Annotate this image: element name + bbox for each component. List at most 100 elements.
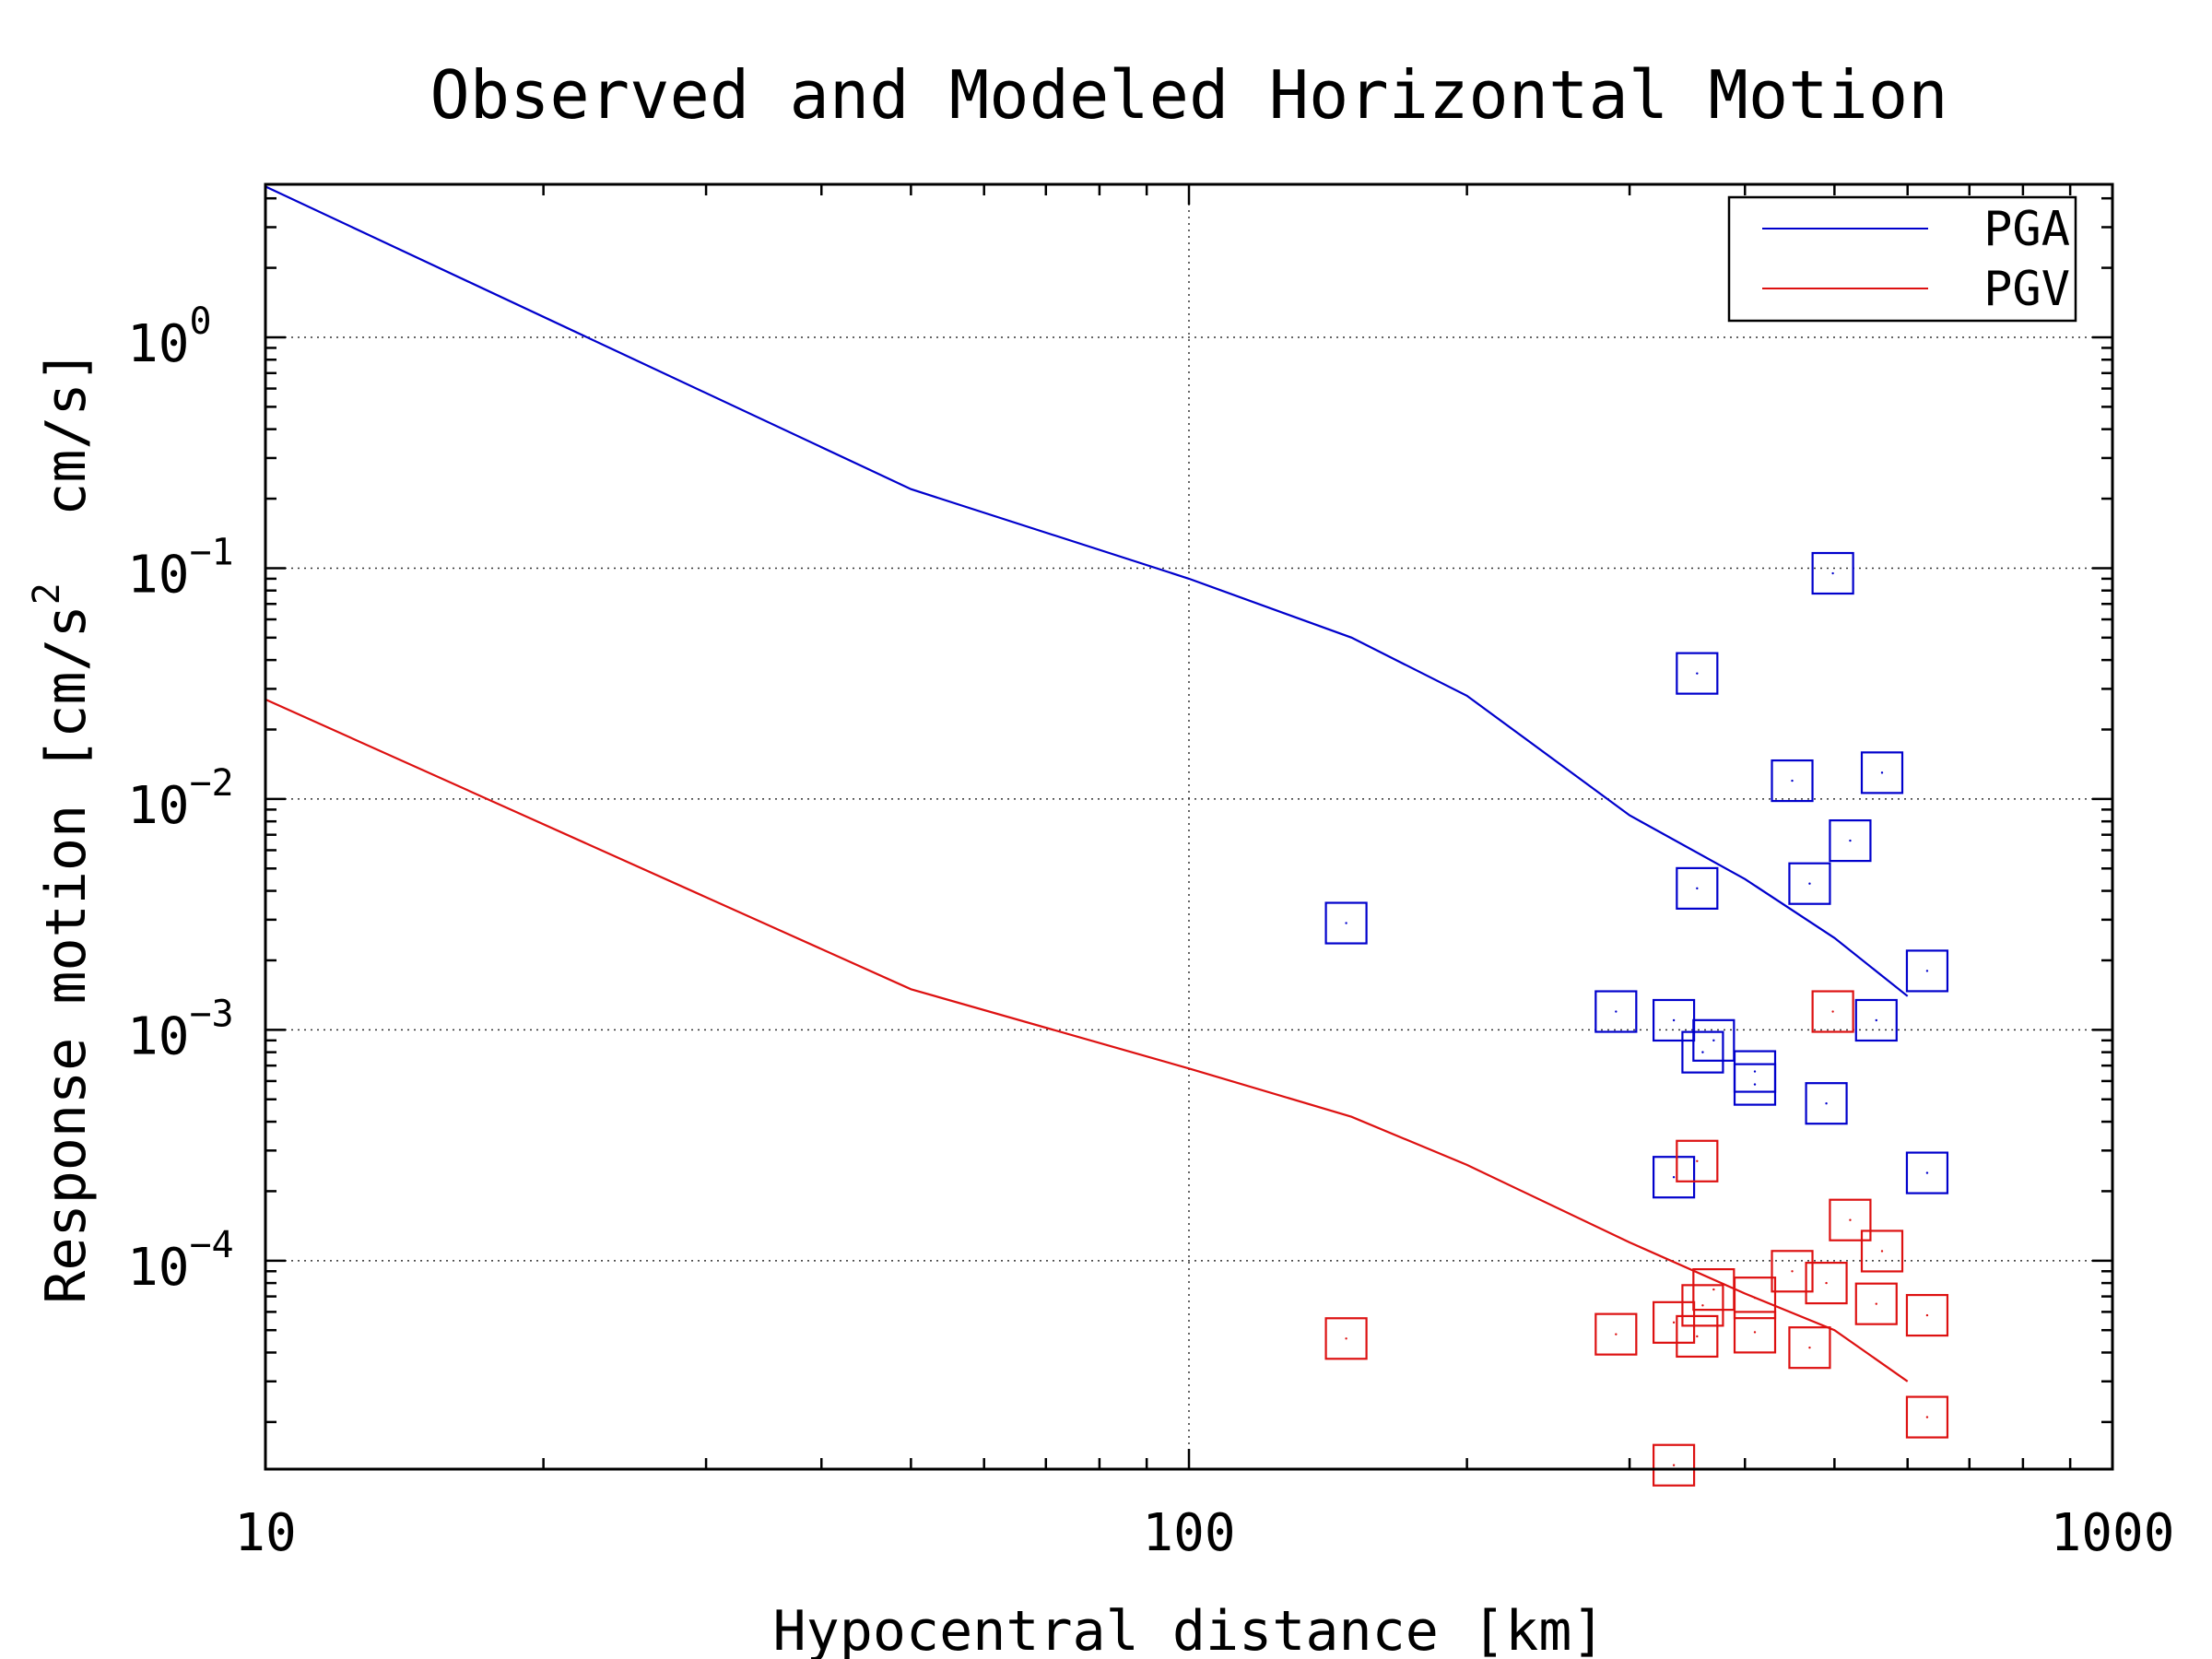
y-axis-label: Response motion [cm/s2 cm/s] — [26, 349, 99, 1304]
observed-marker-dot — [1831, 1010, 1834, 1013]
observed-marker-dot — [1701, 1051, 1704, 1053]
observed-marker-dot — [1880, 771, 1884, 774]
observed-marker-dot — [1345, 1337, 1347, 1340]
observed-marker-pga — [1676, 652, 1719, 695]
observed-marker-pgv — [1829, 1198, 1872, 1241]
observed-marker-dot — [1925, 970, 1929, 972]
observed-marker-dot — [1753, 1070, 1757, 1073]
observed-marker-pgv — [1594, 1312, 1638, 1356]
observed-marker-dot — [1753, 1296, 1757, 1300]
observed-marker-pga — [1594, 990, 1638, 1033]
observed-marker-dot — [1875, 1302, 1877, 1305]
y-tick-label: 10−3 — [127, 993, 234, 1066]
observed-marker-dot — [1345, 922, 1347, 924]
y-tick-label: 10−1 — [127, 531, 234, 605]
x-axis-label: Hypocentral distance [km] — [772, 1599, 1605, 1659]
legend-box — [1727, 195, 2077, 323]
x-tick-label: 10 — [234, 1503, 296, 1563]
y-tick-label-exponent: −2 — [189, 762, 233, 805]
y-tick-label: 10−2 — [127, 762, 234, 836]
observed-marker-pga — [1733, 1050, 1777, 1093]
y-tick-label-exponent: −3 — [189, 993, 233, 1035]
observed-marker-pgv — [1652, 1443, 1696, 1487]
observed-marker-pgv — [1324, 1317, 1368, 1360]
legend-label-pgv: PGV — [1983, 262, 2070, 317]
y-axis-label-main: Response motion [cm/s — [34, 605, 99, 1304]
observed-marker-pga — [1805, 1082, 1848, 1125]
observed-marker-pga — [1905, 949, 1949, 993]
observed-marker-pga — [1854, 998, 1898, 1042]
observed-marker-dot — [1672, 1176, 1676, 1179]
observed-marker-pga — [1811, 551, 1854, 595]
observed-marker-dot — [1808, 882, 1811, 885]
observed-marker-dot — [1701, 1304, 1704, 1307]
observed-marker-pga — [1788, 862, 1831, 905]
legend-label-pga: PGA — [1983, 202, 2070, 257]
y-tick-label: 10−4 — [127, 1224, 234, 1298]
y-axis-label-exponent: 2 — [26, 582, 68, 605]
observed-marker-dot — [1696, 672, 1699, 675]
observed-marker-pga — [1829, 818, 1872, 863]
grid-lines — [265, 184, 2112, 1469]
y-tick-label-exponent: −1 — [189, 531, 233, 573]
y-tick-label-base: 10 — [127, 1238, 189, 1298]
observed-marker-dot — [1696, 1335, 1699, 1338]
observed-marker-pgv — [1771, 1250, 1814, 1293]
observed-marker-pga — [1692, 1018, 1735, 1062]
observed-marker-dot — [1925, 1313, 1929, 1317]
observed-marker-dot — [1696, 887, 1699, 890]
observed-marker-dot — [1808, 1346, 1811, 1349]
legend: PGA PGV — [1727, 195, 2077, 323]
observed-marker-dot — [1712, 1288, 1715, 1291]
observed-marker-dot — [1672, 1321, 1676, 1324]
observed-marker-dot — [1696, 1159, 1699, 1162]
model-line-pgv — [265, 698, 1909, 1382]
y-tick-label-base: 10 — [127, 545, 189, 605]
observed-marker-pgv — [1733, 1277, 1777, 1320]
y-tick-label-exponent: −4 — [189, 1224, 233, 1266]
observed-marker-pgv — [1805, 1261, 1848, 1305]
observed-marker-pga — [1676, 866, 1719, 910]
observed-marker-dot — [1791, 779, 1794, 782]
observed-marker-dot — [1875, 1018, 1877, 1022]
observed-marker-dot — [1825, 1101, 1828, 1105]
y-tick-label: 100 — [127, 300, 212, 374]
observed-marker-pga — [1771, 759, 1814, 803]
x-tick-label: 1000 — [2051, 1503, 2175, 1563]
observed-marker-pga — [1860, 751, 1904, 794]
y-tick-label-base: 10 — [127, 776, 189, 836]
observed-marker-dot — [1925, 1416, 1929, 1418]
x-tick-label: 100 — [1142, 1503, 1235, 1563]
observed-markers — [1324, 551, 1949, 1487]
observed-marker-pgv — [1905, 1293, 1949, 1337]
observed-marker-dot — [1925, 1171, 1929, 1174]
y-tick-label-base: 10 — [127, 314, 189, 374]
observed-marker-pgv — [1811, 990, 1854, 1033]
observed-marker-pga — [1681, 1030, 1724, 1074]
observed-marker-pga — [1324, 901, 1368, 945]
chart-title: Observed and Modeled Horizontal Motion — [429, 56, 1947, 134]
y-tick-label-exponent: 0 — [189, 300, 211, 343]
observed-marker-dot — [1753, 1331, 1757, 1334]
y-tick-label-base: 10 — [127, 1006, 189, 1066]
observed-marker-dot — [1880, 1250, 1884, 1253]
observed-marker-dot — [1672, 1018, 1676, 1022]
observed-marker-pgv — [1652, 1300, 1696, 1344]
model-lines — [265, 185, 1909, 1382]
observed-marker-pgv — [1676, 1139, 1719, 1182]
observed-marker-dot — [1825, 1281, 1828, 1285]
observed-marker-pgv — [1681, 1284, 1724, 1327]
observed-marker-dot — [1849, 839, 1852, 842]
observed-marker-dot — [1753, 1083, 1757, 1086]
observed-marker-pgv — [1676, 1314, 1719, 1359]
observed-marker-dot — [1831, 571, 1834, 575]
observed-marker-pgv — [1788, 1326, 1831, 1370]
axis-ticks — [264, 184, 2112, 1469]
observed-marker-pga — [1652, 1156, 1696, 1199]
observed-marker-pga — [1905, 1151, 1949, 1194]
observed-marker-dot — [1791, 1270, 1794, 1273]
observed-marker-dot — [1615, 1010, 1618, 1013]
observed-marker-dot — [1712, 1039, 1715, 1042]
